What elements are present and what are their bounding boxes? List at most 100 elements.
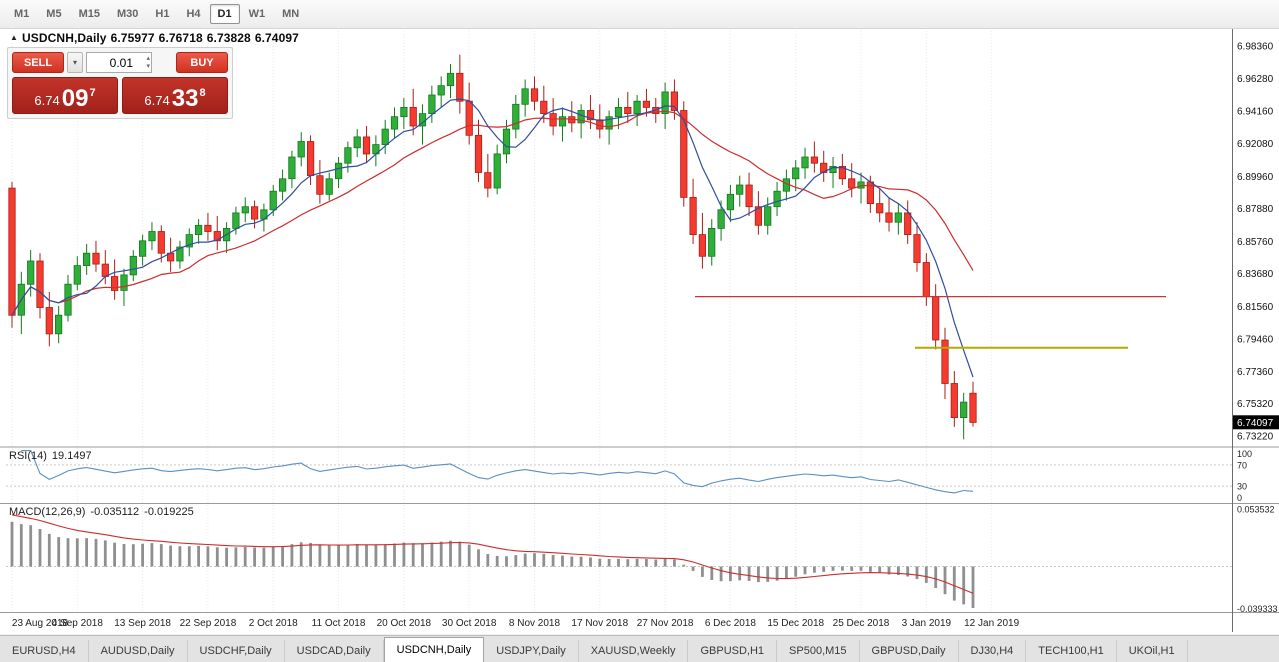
sell-price-sup: 7 [89,87,96,99]
sell-button[interactable]: SELL [12,52,64,73]
date-label: 17 Nov 2018 [571,618,628,629]
macd-axis-label: 0.053532 [1237,505,1275,515]
timeframe-button-m30[interactable]: M30 [109,4,146,24]
price-axis[interactable]: 6.98360 6.96280 6.94160 6.92080 6.89960 6.878… [1233,42,1279,443]
date-label: 3 Jan 2019 [902,618,952,629]
macd-histogram [10,521,975,608]
chart-tab-bar: EURUSD,H4 AUDUSD,Daily USDCHF,Daily USDCAD,… [0,635,1279,662]
date-label: 15 Dec 2018 [767,618,824,629]
date-label: 25 Dec 2018 [833,618,890,629]
chart-high-value: 6.76718 [158,31,203,45]
price-axis-label: 6.98360 [1237,42,1274,53]
buy-price-big: 33 [171,85,199,112]
chart-low-value: 6.73828 [206,31,251,45]
macd-signal-value: -0.019225 [144,506,194,518]
current-price-text: 6.74097 [1237,418,1274,429]
price-axis-label: 6.92080 [1237,139,1274,150]
macd-signal-line [11,514,974,594]
price-axis-label: 6.87880 [1237,204,1274,215]
price-axis-label: 6.75320 [1237,399,1274,410]
date-label: 23 Aug 2018 [12,618,69,629]
rsi-axis-label: 0 [1237,493,1242,503]
rsi-value: 19.1497 [51,450,92,462]
chart-tab-audusd-daily[interactable]: AUDUSD,Daily [89,640,188,662]
chart-tab-gbpusd-daily[interactable]: GBPUSD,Daily [860,640,959,662]
date-label: 20 Oct 2018 [377,618,432,629]
trade-options-dropdown[interactable]: ▾ [67,52,83,73]
sell-price-big: 09 [61,85,89,112]
chart-close-value: 6.74097 [254,31,299,45]
chart-tab-tech100-h1[interactable]: TECH100,H1 [1026,640,1117,662]
spin-down-icon[interactable]: ▾ [146,62,150,70]
price-axis-label: 6.77360 [1237,367,1274,378]
macd-name: MACD(12,26,9) [9,506,86,518]
macd-axis-label: -0.039333 [1237,604,1278,614]
buy-button[interactable]: BUY [176,52,228,73]
timeframe-button-h4[interactable]: H4 [178,4,208,24]
ma-slow-line [11,110,974,316]
price-axis-label: 6.79460 [1237,335,1274,346]
buy-price-sup: 8 [199,87,206,99]
date-label: 6 Dec 2018 [705,618,757,629]
timeframe-button-w1[interactable]: W1 [241,4,274,24]
current-price-badge [1233,415,1279,430]
date-label: 11 Oct 2018 [312,618,366,629]
timeframe-button-m15[interactable]: M15 [71,4,108,24]
price-axis-label: 6.73220 [1237,431,1274,442]
chart-tab-xauusd-weekly[interactable]: XAUUSD,Weekly [579,640,689,662]
volume-input[interactable] [87,53,135,71]
spin-up-icon[interactable]: ▴ [146,54,150,62]
chart-symbol: USDCNH,Daily [22,31,107,45]
chart-tab-ukoil-h1[interactable]: UKOil,H1 [1117,640,1188,662]
one-click-collapse-icon[interactable]: ▲ [10,33,19,42]
macd-main-value: -0.035112 [90,506,140,518]
timeframe-button-m5[interactable]: M5 [38,4,69,24]
timeframe-button-mn[interactable]: MN [274,4,307,24]
date-label: 30 Oct 2018 [442,618,497,629]
macd-indicator-label: MACD(12,26,9) -0.035112 -0.019225 [9,506,199,518]
date-label: 8 Nov 2018 [509,618,561,629]
price-axis-label: 6.89960 [1237,172,1274,183]
chart-tab-usdcnh-daily[interactable]: USDCNH,Daily [383,637,485,662]
price-axis-label: 6.83680 [1237,269,1274,280]
timeframe-button-d1[interactable]: D1 [209,4,240,24]
price-axis-label: 6.94160 [1237,107,1274,118]
chart-background [0,28,1279,634]
chart-tab-dj30-h4[interactable]: DJ30,H4 [959,640,1027,662]
date-label: 4 Sep 2018 [52,618,104,629]
rsi-axis-label: 30 [1237,482,1247,492]
date-label: 22 Sep 2018 [180,618,237,629]
rsi-indicator-label: RSI(14) 19.1497 [9,450,97,462]
date-label: 27 Nov 2018 [637,618,694,629]
timeframe-button-m1[interactable]: M1 [6,4,37,24]
buy-price-button[interactable]: 6.74 33 8 [122,77,228,114]
timeframe-button-h1[interactable]: H1 [147,4,177,24]
chevron-down-icon: ▾ [72,58,77,67]
date-label: 13 Sep 2018 [114,618,171,629]
chart-tab-usdchf-daily[interactable]: USDCHF,Daily [188,640,285,662]
sell-price-head: 6.74 [34,93,60,108]
rsi-axis-label: 70 [1237,460,1247,470]
date-label: 2 Oct 2018 [249,618,298,629]
chart-tab-eurusd-h4[interactable]: EURUSD,H4 [0,640,89,662]
rsi-line [21,450,974,494]
price-axis-label: 6.85760 [1237,237,1274,248]
volume-field: ▴ ▾ [86,52,152,73]
chart-canvas[interactable]: 23 Aug 2018 4 Sep 2018 13 Sep 2018 22 Sep 2… [0,28,1279,634]
price-axis-label: 6.96280 [1237,74,1274,85]
timeframe-toolbar: M1 M5 M15 M30 H1 H4 D1 W1 MN [0,0,1279,29]
date-label: 12 Jan 2019 [964,618,1019,629]
buy-price-head: 6.74 [144,93,170,108]
chart-tab-gbpusd-h1[interactable]: GBPUSD,H1 [688,640,778,662]
chart-open-value: 6.75977 [110,31,155,45]
sell-price-button[interactable]: 6.74 09 7 [12,77,118,114]
price-axis-label: 6.81560 [1237,302,1274,313]
rsi-name: RSI(14) [9,450,47,462]
chart-tab-usdcad-daily[interactable]: USDCAD,Daily [285,640,384,662]
ma-fast-line [11,98,974,378]
chart-tab-usdjpy-daily[interactable]: USDJPY,Daily [484,640,579,662]
chart-tab-sp500-m15[interactable]: SP500,M15 [777,640,860,662]
